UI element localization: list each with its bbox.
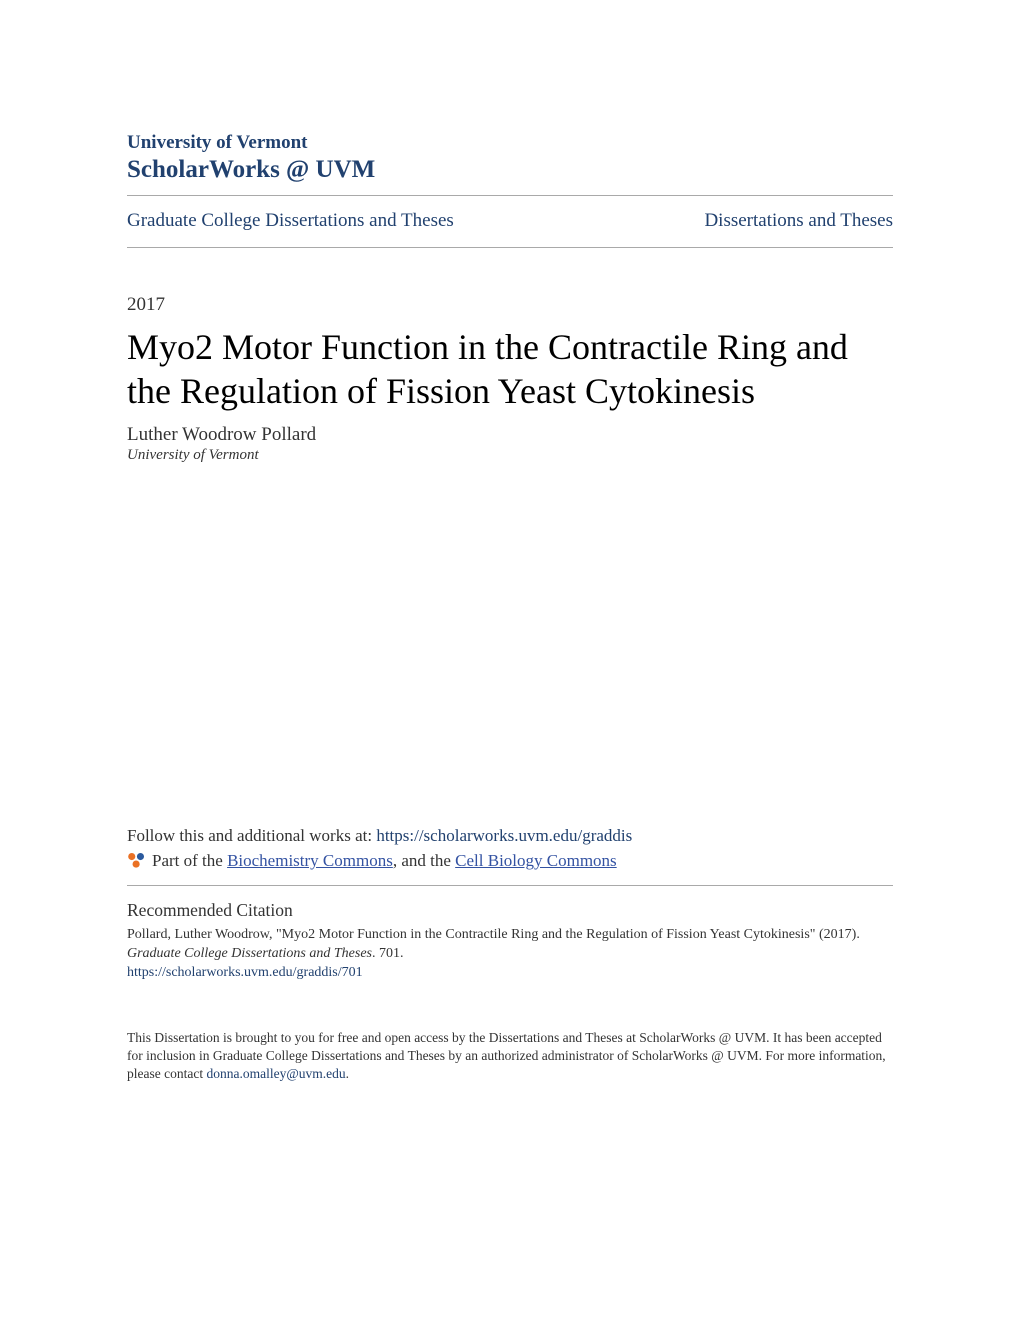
breadcrumb: Graduate College Dissertations and These… — [127, 196, 893, 247]
institution-name: University of Vermont — [127, 132, 893, 154]
author-affiliation: University of Vermont — [127, 447, 893, 464]
partof-prefix: Part of the — [152, 851, 227, 870]
citation-heading: Recommended Citation — [127, 900, 893, 921]
divider-citation — [127, 885, 893, 886]
follow-works-line: Follow this and additional works at: htt… — [127, 826, 893, 846]
citation-permalink[interactable]: https://scholarworks.uvm.edu/graddis/701 — [127, 965, 893, 981]
partof-middle: , and the — [393, 851, 455, 870]
follow-prefix: Follow this and additional works at: — [127, 826, 376, 845]
follow-url-link[interactable]: https://scholarworks.uvm.edu/graddis — [376, 826, 632, 845]
partof-line: Part of the Biochemistry Commons, and th… — [127, 851, 893, 871]
breadcrumb-right[interactable]: Dissertations and Theses — [704, 210, 893, 232]
breadcrumb-left[interactable]: Graduate College Dissertations and These… — [127, 210, 454, 232]
citation-part3: . 701. — [372, 946, 404, 961]
footer-disclaimer: This Dissertation is brought to you for … — [127, 1029, 893, 1084]
page-container: University of Vermont ScholarWorks @ UVM… — [127, 132, 893, 1083]
publication-year: 2017 — [127, 294, 893, 316]
partof-text: Part of the Biochemistry Commons, and th… — [152, 851, 617, 871]
contact-email-link[interactable]: donna.omalley@uvm.edu — [206, 1066, 345, 1081]
network-icon — [127, 851, 146, 870]
citation-section: Recommended Citation Pollard, Luther Woo… — [127, 900, 893, 981]
citation-text: Pollard, Luther Woodrow, "Myo2 Motor Fun… — [127, 926, 893, 964]
divider-breadcrumb — [127, 247, 893, 248]
author-name: Luther Woodrow Pollard — [127, 424, 893, 446]
citation-part1: Pollard, Luther Woodrow, "Myo2 Motor Fun… — [127, 927, 860, 942]
biochemistry-commons-link[interactable]: Biochemistry Commons — [227, 851, 393, 870]
citation-series: Graduate College Dissertations and These… — [127, 946, 372, 961]
content-spacer — [127, 464, 893, 826]
paper-title: Myo2 Motor Function in the Contractile R… — [127, 326, 893, 414]
footer-suffix: . — [346, 1066, 349, 1081]
cell-biology-commons-link[interactable]: Cell Biology Commons — [455, 851, 617, 870]
repository-name[interactable]: ScholarWorks @ UVM — [127, 156, 893, 184]
